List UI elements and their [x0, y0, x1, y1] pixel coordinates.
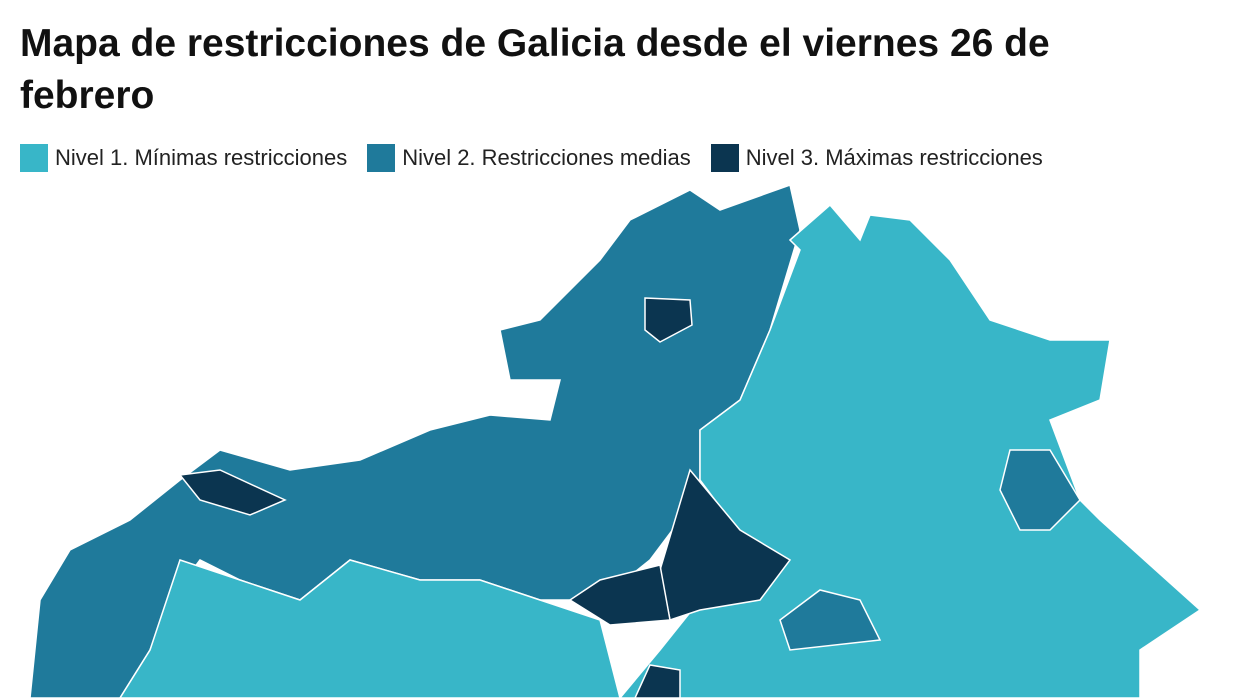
map-region	[999, 449, 1081, 531]
legend-item: Nivel 1. Mínimas restricciones	[20, 144, 347, 172]
legend-label: Nivel 3. Máximas restricciones	[745, 145, 1043, 170]
legend-swatch	[710, 144, 739, 172]
title: Mapa de restricciones de Galicia desde e…	[20, 18, 1050, 122]
map-region	[568, 564, 671, 626]
map-region	[779, 589, 882, 651]
legend-label: Nivel 2. Restricciones medias	[402, 145, 691, 170]
legend-swatch	[20, 144, 48, 172]
legend-item: Nivel 3. Máximas restricciones	[710, 144, 1043, 172]
title-line: Mapa de restricciones de Galicia desde e…	[20, 22, 1050, 65]
map-region	[644, 297, 693, 343]
legend-item: Nivel 2. Restricciones medias	[367, 144, 691, 172]
map-region	[634, 664, 681, 698]
title-line: febrero	[20, 74, 155, 117]
map-region	[178, 469, 287, 516]
legend-label: Nivel 1. Mínimas restricciones	[55, 145, 348, 170]
map-region	[119, 559, 621, 698]
legend: Nivel 1. Mínimas restricciones Nivel 2. …	[20, 144, 1063, 172]
legend-swatch	[367, 144, 396, 172]
